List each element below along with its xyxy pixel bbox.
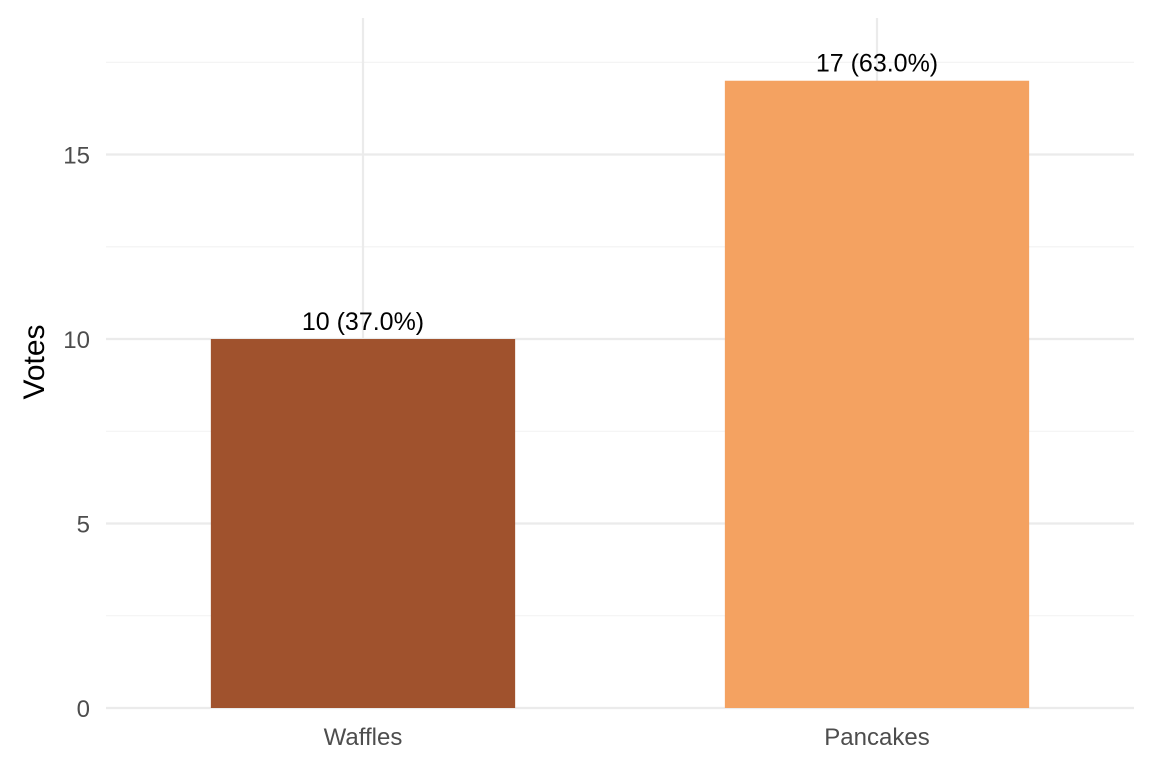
bars <box>210 80 1030 708</box>
data-label: 17 (63.0%) <box>816 50 938 78</box>
y-axis-tick-labels: 0 5 10 15 <box>63 143 90 723</box>
x-axis-tick-labels: Waffles Pancakes <box>324 724 930 751</box>
y-tick-label: 5 <box>77 512 90 539</box>
y-tick-label: 15 <box>63 143 90 170</box>
bar-waffles <box>210 339 516 708</box>
bar-pancakes <box>724 80 1030 708</box>
x-tick-label: Pancakes <box>824 724 929 751</box>
y-tick-label: 0 <box>77 696 90 723</box>
data-label: 10 (37.0%) <box>302 308 424 336</box>
y-axis-title: Votes <box>18 324 51 399</box>
y-tick-label: 10 <box>63 327 90 354</box>
data-labels: 10 (37.0%) 17 (63.0%) <box>302 50 938 336</box>
x-tick-label: Waffles <box>324 724 403 751</box>
